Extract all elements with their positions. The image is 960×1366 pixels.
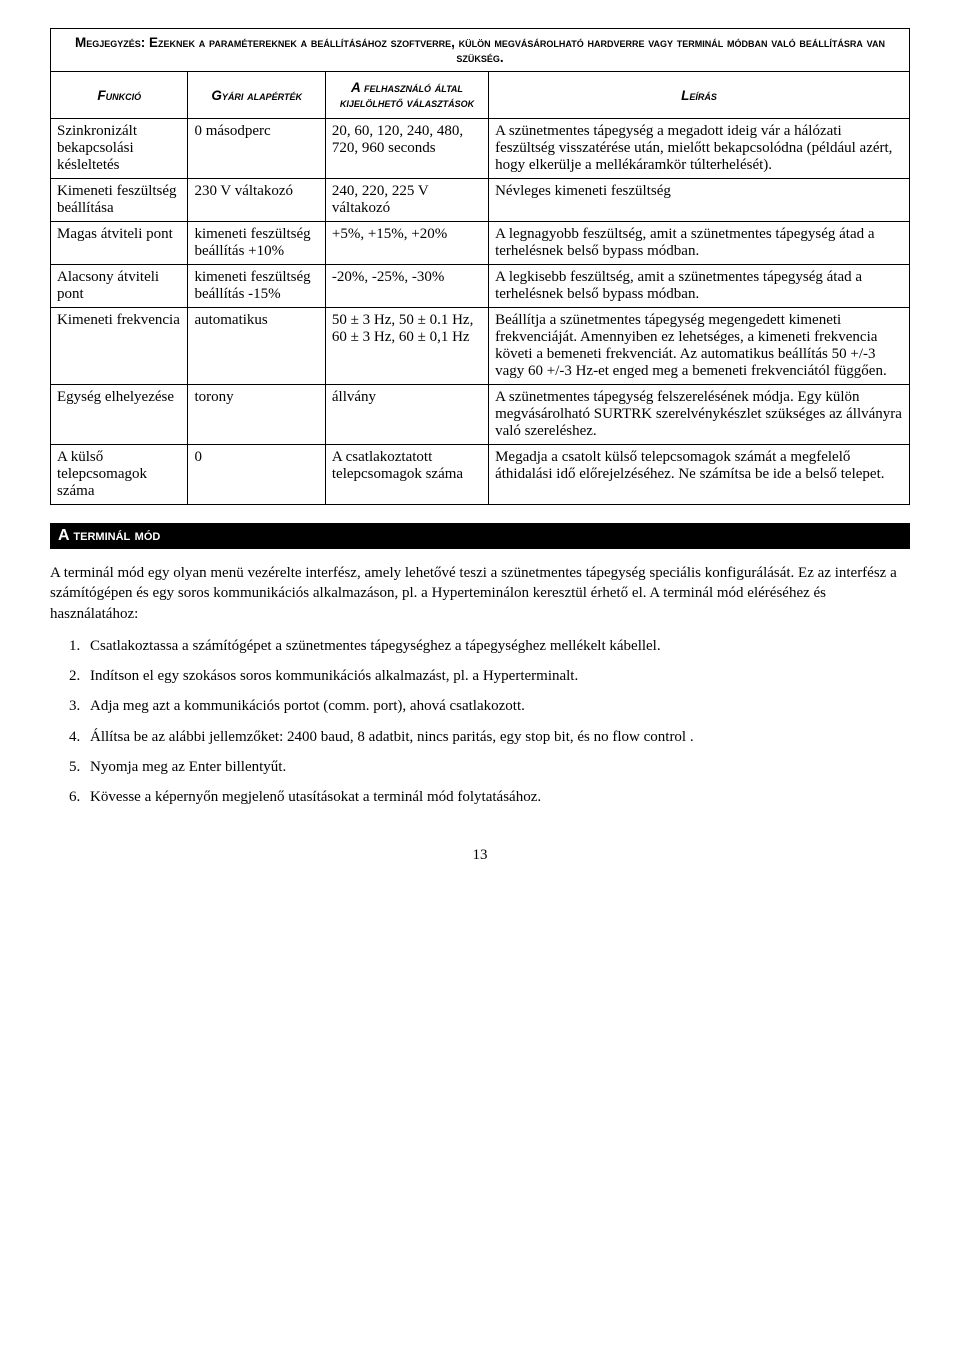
cell-sel: +5%, +15%, +20% — [325, 222, 488, 265]
step-item: Indítson el egy szokásos soros kommuniká… — [84, 666, 910, 686]
cell-desc: Névleges kimeneti feszültség — [489, 179, 910, 222]
cell-desc: A szünetmentes tápegység a megadott idei… — [489, 119, 910, 179]
section-title: A terminál mód — [50, 523, 910, 549]
cell-def: 230 V váltakozó — [188, 179, 325, 222]
cell-sel: A csatlakoztatott telepcsomagok száma — [325, 445, 488, 505]
cell-def: 0 másodperc — [188, 119, 325, 179]
table-row: Kimeneti frekvenciaautomatikus50 ± 3 Hz,… — [51, 308, 910, 385]
step-item: Adja meg azt a kommunikációs portot (com… — [84, 696, 910, 716]
cell-def: kimeneti feszültség beállítás +10% — [188, 222, 325, 265]
table-row: A külső telepcsomagok száma0A csatlakozt… — [51, 445, 910, 505]
cell-func: Magas átviteli pont — [51, 222, 188, 265]
cell-sel: 240, 220, 225 V váltakozó — [325, 179, 488, 222]
steps-list: Csatlakoztassa a számítógépet a szünetme… — [50, 636, 910, 808]
cell-def: kimeneti feszültség beállítás -15% — [188, 265, 325, 308]
cell-func: Egység elhelyezése — [51, 385, 188, 445]
step-item: Kövesse a képernyőn megjelenő utasítások… — [84, 787, 910, 807]
table-row: Alacsony átviteli pontkimeneti feszültsé… — [51, 265, 910, 308]
cell-func: Kimeneti feszültség beállítása — [51, 179, 188, 222]
cell-desc: A szünetmentes tápegység felszerelésének… — [489, 385, 910, 445]
header-description: Leírás — [489, 72, 910, 119]
cell-func: Kimeneti frekvencia — [51, 308, 188, 385]
table-row: Kimeneti feszültség beállítása230 V vált… — [51, 179, 910, 222]
cell-func: Szinkronizált bekapcsolási késleltetés — [51, 119, 188, 179]
cell-desc: Megadja a csatolt külső telepcsomagok sz… — [489, 445, 910, 505]
intro-paragraph: A terminál mód egy olyan menü vezérelte … — [50, 563, 910, 624]
cell-def: automatikus — [188, 308, 325, 385]
cell-func: Alacsony átviteli pont — [51, 265, 188, 308]
cell-sel: 20, 60, 120, 240, 480, 720, 960 seconds — [325, 119, 488, 179]
cell-sel: állvány — [325, 385, 488, 445]
table-header-row: Funkció Gyári alapérték A felhasználó ál… — [51, 72, 910, 119]
step-item: Csatlakoztassa a számítógépet a szünetme… — [84, 636, 910, 656]
cell-def: torony — [188, 385, 325, 445]
cell-sel: 50 ± 3 Hz, 50 ± 0.1 Hz, 60 ± 3 Hz, 60 ± … — [325, 308, 488, 385]
table-note: Megjegyzés: Ezeknek a paramétereknek a b… — [51, 29, 910, 72]
header-function: Funkció — [51, 72, 188, 119]
table-row: Magas átviteli pontkimeneti feszültség b… — [51, 222, 910, 265]
cell-desc: A legkisebb feszültség, amit a szünetmen… — [489, 265, 910, 308]
table-row: Egység elhelyezésetoronyállványA szünetm… — [51, 385, 910, 445]
header-default: Gyári alapérték — [188, 72, 325, 119]
cell-desc: Beállítja a szünetmentes tápegység megen… — [489, 308, 910, 385]
table-row: Szinkronizált bekapcsolási késleltetés0 … — [51, 119, 910, 179]
page-number: 13 — [50, 847, 910, 864]
step-item: Állítsa be az alábbi jellemzőket: 2400 b… — [84, 727, 910, 747]
cell-desc: A legnagyobb feszültség, amit a szünetme… — [489, 222, 910, 265]
parameters-table: Megjegyzés: Ezeknek a paramétereknek a b… — [50, 28, 910, 505]
step-item: Nyomja meg az Enter billentyűt. — [84, 757, 910, 777]
cell-sel: -20%, -25%, -30% — [325, 265, 488, 308]
cell-def: 0 — [188, 445, 325, 505]
cell-func: A külső telepcsomagok száma — [51, 445, 188, 505]
header-choices: A felhasználó által kijelölhető választá… — [325, 72, 488, 119]
